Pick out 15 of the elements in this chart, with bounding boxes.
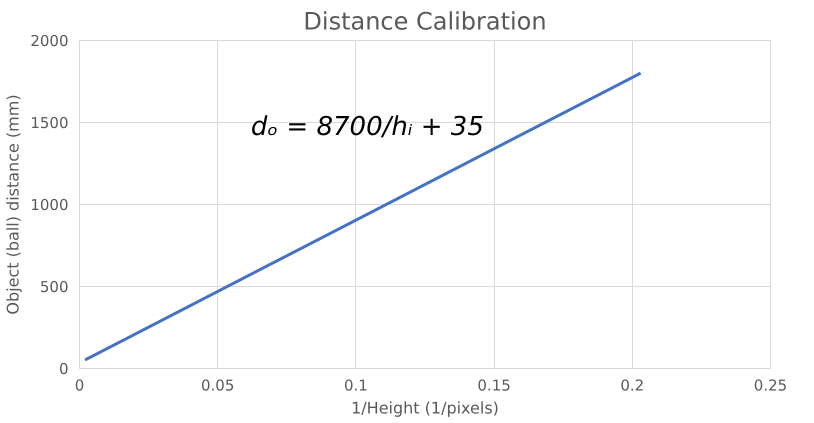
y-tick-label: 500 <box>40 278 69 296</box>
x-tick-label: 0.1 <box>344 376 368 394</box>
x-axis-title: 1/Height (1/pixels) <box>351 398 499 418</box>
chart-title: Distance Calibration <box>303 8 547 36</box>
x-tick-label: 0.15 <box>477 376 511 394</box>
x-tick-label: 0.25 <box>754 376 788 394</box>
x-tick-label: 0 <box>74 376 84 394</box>
x-tick-label: 0.05 <box>201 376 234 394</box>
y-tick-label: 1000 <box>30 196 69 214</box>
y-tick-label: 2000 <box>30 32 69 50</box>
x-tick-label: 0.2 <box>620 376 644 394</box>
y-axis-title: Object (ball) distance (mm) <box>3 94 22 315</box>
y-tick-label: 0 <box>58 360 69 378</box>
annotation: dₒ = 8700/hᵢ + 35 <box>250 112 484 142</box>
y-tick-label: 1500 <box>30 114 69 132</box>
